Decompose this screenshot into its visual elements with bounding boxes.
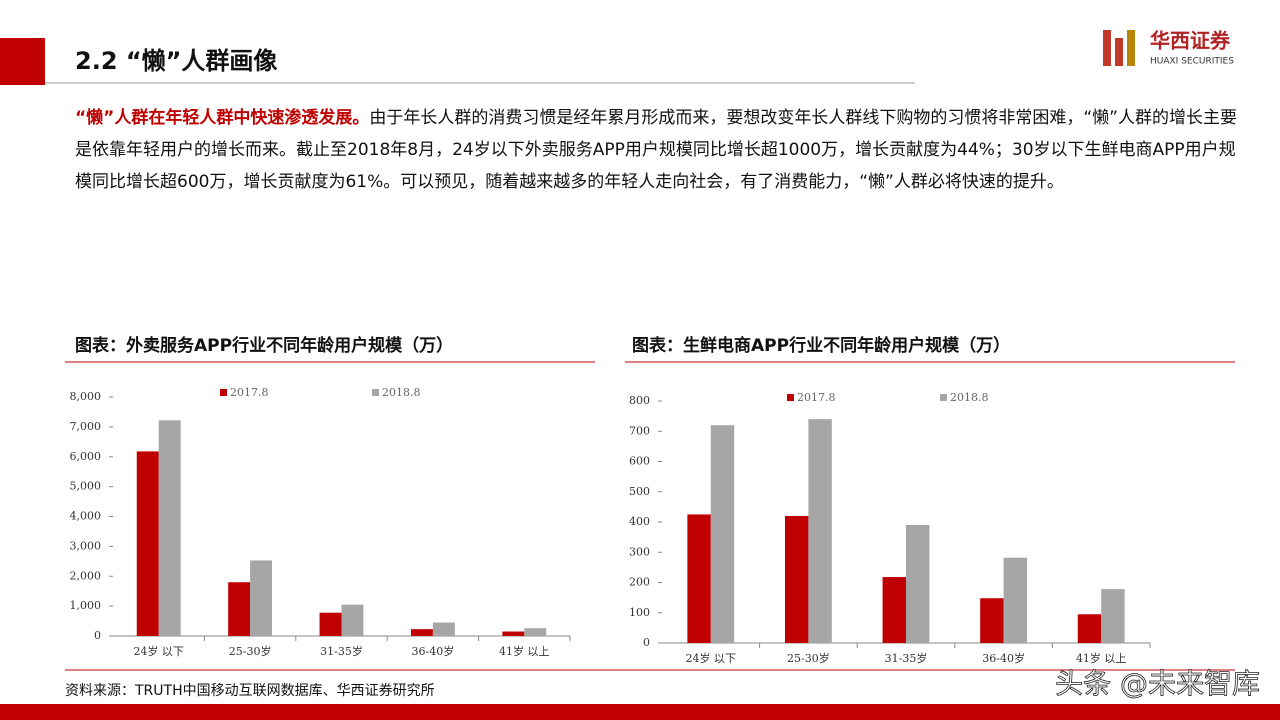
logo-en: HUAXI SECURITIES	[1150, 57, 1234, 67]
chart-title: 图表：生鲜电商APP行业不同年龄用户规模（万）	[632, 335, 1010, 356]
paragraph-text: 由于年长人群的消费习惯是经年累月形成而来，要想改变年长人群线下购物的习惯将非常困…	[75, 108, 1237, 192]
y-tick-label: 1,000	[70, 599, 102, 612]
bar	[1077, 614, 1102, 643]
x-tick-label: 24岁 以下	[133, 644, 184, 658]
legend-label: 2017.8	[230, 386, 269, 399]
header-block	[0, 38, 45, 85]
x-tick-label: 36-40岁	[982, 651, 1025, 665]
y-tick-label: 6,000	[70, 450, 102, 463]
y-tick-label: 3,000	[70, 539, 102, 552]
x-tick-label: 36-40岁	[412, 644, 455, 658]
bar	[1101, 589, 1125, 643]
legend-swatch	[372, 389, 379, 396]
bar	[687, 514, 711, 643]
bar	[158, 420, 181, 636]
y-tick-label: 7,000	[70, 420, 102, 433]
x-tick-label: 31-35岁	[885, 651, 928, 665]
header-title: 2.2 “懒”人群画像	[75, 47, 278, 75]
highlight: “懒”人群在年轻人群中快速渗透发展。	[75, 108, 370, 128]
bar	[341, 604, 364, 636]
y-tick-label: 200	[629, 576, 650, 589]
legend-swatch	[940, 394, 947, 401]
x-tick-label: 31-35岁	[320, 644, 363, 658]
chart-title: 图表：外卖服务APP行业不同年龄用户规模（万）	[75, 335, 453, 356]
y-tick-label: 0	[643, 636, 650, 649]
logo: 华西证券 HUAXI SECURITIES	[1103, 29, 1234, 67]
y-tick-label: 0	[94, 629, 101, 642]
logo-mark	[1115, 38, 1123, 66]
source: 资料来源：TRUTH中国移动互联网数据库、华西证券研究所	[65, 683, 435, 699]
bar	[784, 515, 809, 643]
y-tick-label: 2,000	[70, 569, 102, 582]
y-tick-label: 100	[629, 606, 650, 619]
x-tick-label: 41岁 以上	[1076, 651, 1127, 665]
y-tick-label: 800	[629, 394, 650, 407]
legend-label: 2018.8	[382, 386, 421, 399]
x-tick-label: 24岁 以下	[686, 651, 737, 665]
bar	[136, 451, 159, 636]
watermark: 头条 @未来智库	[1055, 667, 1260, 700]
bar	[906, 525, 930, 643]
legend-label: 2017.8	[797, 391, 836, 404]
y-tick-label: 700	[629, 424, 650, 437]
bar	[432, 622, 455, 636]
bar	[319, 612, 342, 636]
y-tick-label: 300	[629, 545, 650, 558]
bar	[710, 425, 735, 643]
bar	[1003, 557, 1028, 643]
bar	[250, 560, 273, 636]
y-tick-label: 500	[629, 485, 650, 498]
x-tick-label: 41岁 以上	[499, 644, 550, 658]
y-tick-label: 8,000	[70, 390, 102, 403]
bar	[410, 629, 433, 636]
legend-label: 2018.8	[950, 391, 989, 404]
bar	[228, 582, 251, 636]
bar	[524, 628, 547, 636]
footer-bar	[0, 704, 1280, 720]
y-tick-label: 400	[629, 515, 650, 528]
bar	[882, 577, 906, 643]
legend-swatch	[787, 394, 794, 401]
paragraph: “懒”人群在年轻人群中快速渗透发展。由于年长人群的消费习惯是经年累月形成而来，要…	[75, 102, 1240, 198]
legend-swatch	[220, 389, 227, 396]
bar	[808, 419, 832, 643]
logo-cn: 华西证券	[1150, 29, 1231, 53]
y-tick-label: 4,000	[70, 510, 102, 523]
logo-mark	[1127, 30, 1135, 66]
logo-mark	[1103, 30, 1111, 66]
x-tick-label: 25-30岁	[229, 644, 272, 658]
bar	[980, 598, 1004, 643]
bar	[502, 631, 525, 636]
y-tick-label: 600	[629, 455, 650, 468]
y-tick-label: 5,000	[70, 480, 102, 493]
x-tick-label: 25-30岁	[787, 651, 830, 665]
